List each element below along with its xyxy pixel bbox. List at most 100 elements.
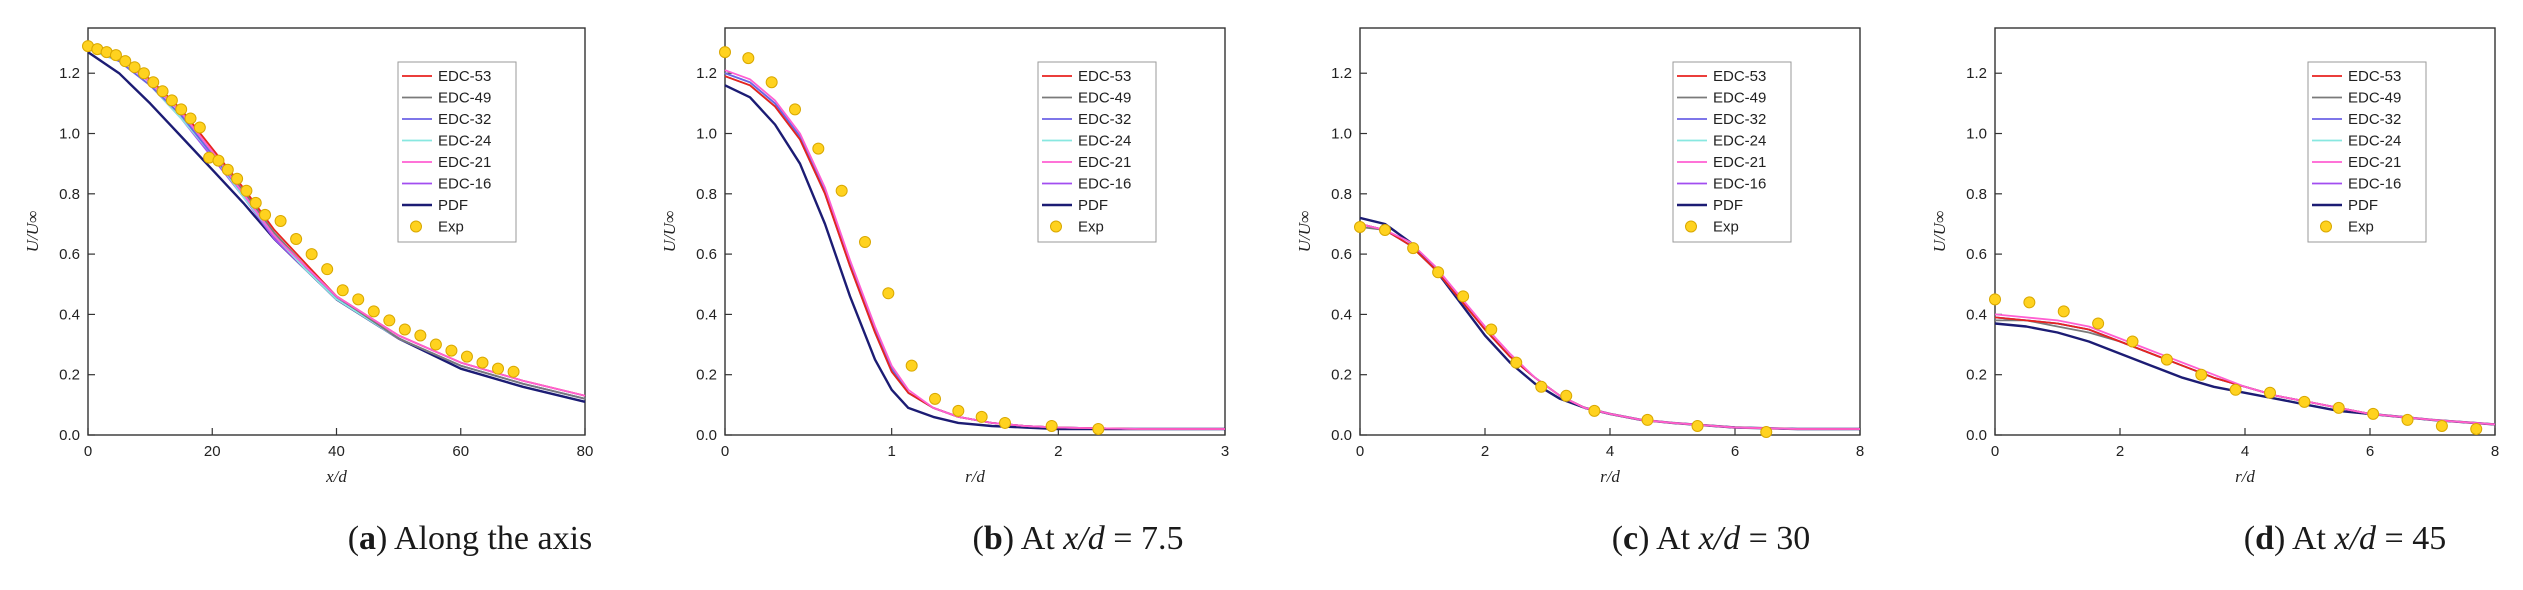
legend-label: EDC-24 <box>2348 133 2401 150</box>
exp-point <box>905 359 918 372</box>
x-tick-label: 4 <box>2241 443 2249 460</box>
caption-letter: b <box>983 520 1003 557</box>
x-tick-label: 8 <box>2491 443 2499 460</box>
exp-point <box>1045 419 1058 432</box>
caption-b: (b) At x/d = 7.5 <box>972 520 1184 557</box>
x-tick-label: 2 <box>2116 443 2124 460</box>
series-line-edc-53 <box>1994 316 2496 426</box>
exp-point <box>240 184 253 197</box>
x-tick-label: 1 <box>887 443 895 460</box>
series-line-edc-24 <box>1994 316 2496 426</box>
legend-label: PDF <box>1713 197 1743 214</box>
legend-label: EDC-53 <box>438 68 491 85</box>
exp-point <box>492 362 505 375</box>
exp-point <box>476 356 489 369</box>
legend: EDC-53 EDC-49 EDC-32 EDC-24 EDC-21 EDC-16 PDF E… <box>2307 61 2427 243</box>
legend-swatch-exp <box>1685 220 1697 233</box>
exp-point <box>2092 317 2105 330</box>
exp-point <box>2160 353 2173 366</box>
x-tick-label: 3 <box>1221 443 1229 460</box>
chart-panel-c: 0.00.20.40.60.81.01.20 2 4 6 8r/dU/U∞EDC-53E… <box>1295 27 1864 486</box>
exp-point <box>221 163 234 176</box>
legend-label: Exp <box>1078 219 1104 236</box>
x-tick-label: 60 <box>452 443 469 460</box>
exp-point <box>742 52 755 65</box>
exp-point <box>305 248 318 261</box>
caption-d: (d) At x/d = 45 <box>2243 520 2447 557</box>
legend: EDC-53 EDC-49 EDC-32 EDC-24 EDC-21 EDC-16 PDF E… <box>1037 61 1157 243</box>
y-tick-label: 1.0 <box>696 126 717 143</box>
exp-point <box>429 338 442 351</box>
exp-point <box>249 196 262 209</box>
exp-point <box>2401 413 2414 426</box>
caption-var: x/d <box>2334 520 2377 557</box>
x-tick-label: 20 <box>204 443 221 460</box>
caption-post: = 7.5 <box>1104 520 1184 557</box>
y-axis-label: U/U∞ <box>1930 211 1949 252</box>
exp-point <box>2126 335 2139 348</box>
exp-point <box>789 103 801 116</box>
series-line-pdf <box>724 84 1225 431</box>
y-axis-label: U/U∞ <box>1295 211 1314 252</box>
y-tick-label: 0.8 <box>696 186 717 203</box>
x-tick-label: 6 <box>2366 443 2374 460</box>
exp-point <box>321 263 334 276</box>
caption-text: Along the axis <box>393 520 593 557</box>
y-tick-label: 0.6 <box>59 246 80 263</box>
y-tick-label: 1.0 <box>1331 126 1352 143</box>
exp-point <box>765 76 778 89</box>
y-tick-label: 0.4 <box>59 306 80 323</box>
y-tick-label: 0.4 <box>1331 306 1352 323</box>
y-tick-label: 0.6 <box>696 246 717 263</box>
exp-point <box>290 233 303 246</box>
legend-swatch-exp <box>1050 220 1062 233</box>
legend-label: EDC-21 <box>1713 154 1766 171</box>
exp-point <box>2298 395 2311 408</box>
x-tick-label: 8 <box>1856 443 1864 460</box>
caption-pre: At <box>2291 520 2335 557</box>
legend-label: EDC-21 <box>2348 154 2401 171</box>
caption-a: (a) Along the axis <box>347 520 593 557</box>
legend-label: EDC-16 <box>2348 176 2401 193</box>
legend-label: PDF <box>1078 197 1108 214</box>
series-line-edc-32 <box>1359 223 1860 430</box>
exp-point <box>1457 290 1470 303</box>
legend-label: Exp <box>438 219 464 236</box>
legend-label: PDF <box>438 197 468 214</box>
chart-panel-b: 0.00.20.40.60.81.01.20 1 2 3r/dU/U∞EDC-53ED… <box>660 27 1229 486</box>
exp-point <box>975 410 988 423</box>
y-tick-label: 0.4 <box>696 306 717 323</box>
series-line-edc-32 <box>1994 316 2496 426</box>
legend-label: EDC-32 <box>438 111 491 128</box>
y-tick-label: 0.2 <box>1331 367 1352 384</box>
exp-point <box>859 236 871 249</box>
exp-point <box>835 184 848 197</box>
y-axis-label: U/U∞ <box>660 211 679 252</box>
exp-point <box>1560 389 1573 402</box>
y-tick-label: 1.2 <box>696 65 717 82</box>
exp-point <box>398 323 411 336</box>
exp-point <box>231 172 244 185</box>
exp-point <box>1432 266 1445 279</box>
exp-point <box>1354 220 1366 233</box>
y-tick-label: 0.6 <box>1331 246 1352 263</box>
legend-label: EDC-49 <box>1713 90 1766 107</box>
legend: EDC-53 EDC-49 EDC-32 EDC-24 EDC-21 EDC-16 PDF E… <box>397 61 517 243</box>
legend-swatch-exp <box>2320 220 2332 233</box>
x-axis-label: r/d <box>2235 467 2255 486</box>
legend-box <box>1672 61 1792 243</box>
caption-c: (c) At x/d = 30 <box>1611 520 1811 557</box>
legend-label: Exp <box>2348 219 2374 236</box>
series-line-edc-21 <box>724 69 1225 430</box>
x-axis-label: x/d <box>325 467 347 486</box>
caption-letter: d <box>2255 520 2275 557</box>
legend-box <box>1037 61 1157 243</box>
legend-label: EDC-49 <box>2348 90 2401 107</box>
legend-label: EDC-16 <box>438 176 491 193</box>
legend-label: EDC-49 <box>1078 90 1131 107</box>
exp-point <box>109 49 122 62</box>
exp-point <box>2264 386 2276 399</box>
series-line-edc-49 <box>1359 226 1860 430</box>
exp-point <box>1510 356 1523 369</box>
x-tick-label: 0 <box>1356 443 1364 460</box>
